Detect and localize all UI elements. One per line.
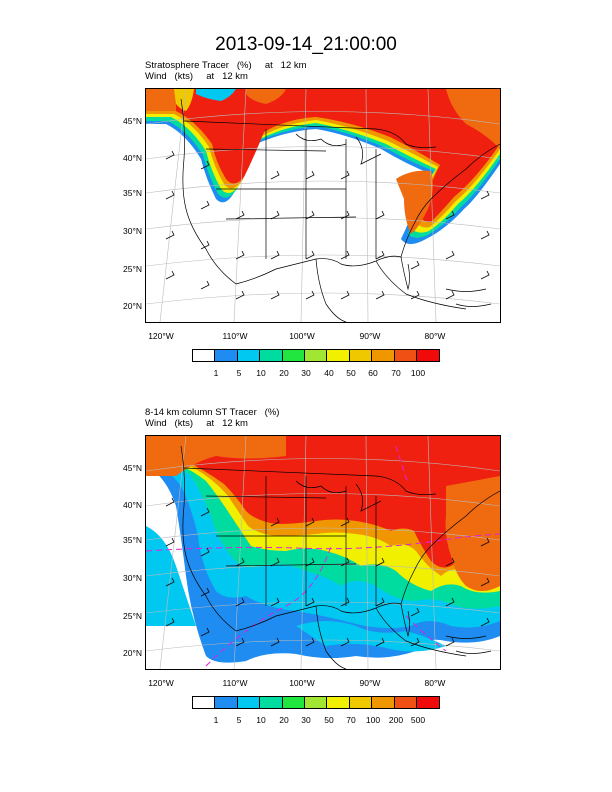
panel2-wind-barbs (165, 497, 490, 647)
panel2-colorbar-label: 50 (324, 715, 334, 725)
panel1-colorbar-label: 40 (324, 368, 334, 378)
panel2-colorbar-swatch (394, 697, 417, 708)
panel2-colorbar-label: 20 (279, 715, 289, 725)
panel2-lon-label-120: 120°W (148, 678, 174, 688)
panel1-colorbar-label: 70 (391, 368, 401, 378)
panel2-colorbar-label: 500 (410, 715, 426, 725)
panel2-colorbar-label: 200 (388, 715, 404, 725)
panel2-colorbar-swatch (282, 697, 305, 708)
panel1-colorbar-label: 60 (368, 368, 378, 378)
panel2-lon-label-90: 90°W (359, 678, 381, 688)
panel1-colorbar-label: 50 (346, 368, 356, 378)
panel2-lon-label-100: 100°W (289, 678, 315, 688)
panel2-colorbar-swatch (327, 697, 350, 708)
panel1-lon-label-80: 80°W (424, 331, 446, 341)
panel1-colorbar-label: 1 (213, 368, 219, 378)
panel2-colorbar-swatch (372, 697, 395, 708)
panel1-wind-title: Wind (kts) at 12 km (145, 71, 248, 82)
panel1-colorbar-swatch (394, 350, 417, 361)
panel1-map (145, 88, 501, 323)
panel1-graticule (146, 89, 500, 322)
panel2-lat-label-30: 30°N (123, 573, 142, 583)
panel1-colorbar (192, 349, 441, 362)
panel1-colorbar-swatch (327, 350, 350, 361)
panel2-lat-label-45: 45°N (123, 463, 142, 473)
panel1-colorbar-label: 10 (256, 368, 266, 378)
panel1-lon-label-100: 100°W (289, 331, 315, 341)
panel2-colorbar-swatch (349, 697, 373, 708)
panel2-colorbar-label: 70 (346, 715, 356, 725)
panel1-colorbar-swatch (215, 350, 238, 361)
panel2-colorbar-swatch (304, 697, 328, 708)
panel1-colorbar-label: 20 (279, 368, 289, 378)
panel1-lat-label-40: 40°N (123, 153, 142, 163)
panel2-wind-title: Wind (kts) at 12 km (145, 418, 248, 429)
panel1-lat-label-25: 25°N (123, 264, 142, 274)
panel1-colorbar-swatch (416, 350, 440, 361)
panel1-tracer-field (146, 89, 500, 244)
panel1-lat-label-20: 20°N (123, 301, 142, 311)
panel1-colorbar-label: 100 (410, 368, 426, 378)
panel1-colorbar-label: 5 (236, 368, 242, 378)
panel1-colorbar-swatch (349, 350, 373, 361)
panel2-lon-label-110: 110°W (222, 678, 248, 688)
panel1-colorbar-swatch (237, 350, 261, 361)
main-title: 2013-09-14_21:00:00 (215, 34, 397, 55)
panel2-colorbar-label: 10 (256, 715, 266, 725)
panel1-lon-label-90: 90°W (359, 331, 381, 341)
panel2-tracer-field (146, 436, 500, 669)
panel2-colorbar-swatch (215, 697, 238, 708)
panel1-lon-label-110: 110°W (222, 331, 248, 341)
panel1-boundaries (180, 98, 500, 322)
panel1-colorbar-swatch (193, 350, 216, 361)
panel2-field-title: 8-14 km column ST Tracer (%) (145, 407, 280, 418)
panel1-colorbar-swatch (282, 350, 305, 361)
panel1-colorbar-swatch (260, 350, 283, 361)
panel2-boundaries (180, 445, 500, 669)
panel2-map (145, 435, 501, 670)
panel2-colorbar-label: 5 (236, 715, 242, 725)
panel1-lat-label-35: 35°N (123, 188, 142, 198)
panel1-lat-label-45: 45°N (123, 116, 142, 126)
panel2-colorbar-swatch (237, 697, 261, 708)
panel2-lon-label-80: 80°W (424, 678, 446, 688)
panel2-colorbar-label: 30 (301, 715, 311, 725)
panel2-lat-label-35: 35°N (123, 535, 142, 545)
panel1-lon-label-120: 120°W (148, 331, 174, 341)
panel2-lat-label-20: 20°N (123, 648, 142, 658)
panel2-colorbar-swatch (416, 697, 440, 708)
panel1-colorbar-swatch (304, 350, 328, 361)
panel1-wind-barbs (165, 150, 490, 300)
panel2-colorbar-swatch (260, 697, 283, 708)
panel2-colorbar-label: 100 (365, 715, 381, 725)
panel1-colorbar-label: 30 (301, 368, 311, 378)
panel1-lat-label-30: 30°N (123, 226, 142, 236)
panel2-colorbar-label: 1 (213, 715, 219, 725)
panel2-lat-label-25: 25°N (123, 611, 142, 621)
panel1-colorbar-swatch (372, 350, 395, 361)
panel1-field-title: Stratosphere Tracer (%) at 12 km (145, 60, 307, 71)
panel2-lat-label-40: 40°N (123, 500, 142, 510)
panel2-colorbar (192, 696, 441, 709)
panel2-colorbar-swatch (193, 697, 216, 708)
